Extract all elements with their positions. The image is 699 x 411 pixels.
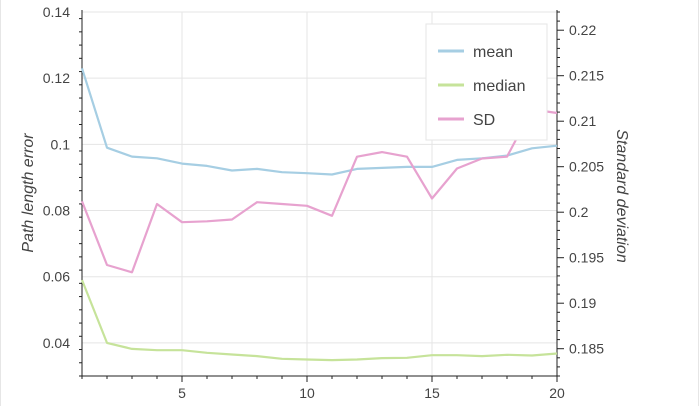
y-tick-label-left: 0.06 bbox=[43, 269, 70, 285]
series-line-median bbox=[80, 279, 558, 362]
y-tick-label-right: 0.2 bbox=[569, 204, 589, 220]
x-tick-label: 10 bbox=[299, 385, 315, 401]
y-tick-label-right: 0.195 bbox=[569, 250, 604, 266]
y-tick-label-right: 0.185 bbox=[569, 341, 604, 357]
x-tick-label: 5 bbox=[178, 385, 186, 401]
y-tick-label-left: 0.12 bbox=[43, 70, 70, 86]
y-tick-label-left: 0.08 bbox=[43, 203, 70, 219]
y-tick-label-left: 0.1 bbox=[51, 136, 71, 152]
legend-box bbox=[425, 23, 548, 141]
legend-label-median: median bbox=[473, 78, 525, 95]
series-lines bbox=[80, 67, 558, 362]
y-tick-label-left: 0.14 bbox=[43, 4, 70, 20]
y-axis-label-right: Standard deviation bbox=[613, 129, 630, 263]
x-tick-label: 15 bbox=[424, 385, 440, 401]
y-tick-label-right: 0.21 bbox=[569, 113, 596, 129]
y-tick-label-right: 0.205 bbox=[569, 159, 604, 175]
y-tick-label-right: 0.19 bbox=[569, 295, 596, 311]
y-tick-label-right: 0.215 bbox=[569, 68, 604, 84]
series-line-SD bbox=[80, 108, 558, 274]
y-axis-label-left: Path length error bbox=[20, 133, 37, 253]
x-tick-label: 20 bbox=[549, 385, 565, 401]
series-line-mean bbox=[80, 67, 558, 176]
y-tick-label-right: 0.22 bbox=[569, 22, 596, 38]
legend-label-mean: mean bbox=[473, 44, 513, 61]
legend: mean median SD bbox=[425, 23, 548, 141]
legend-label-SD: SD bbox=[473, 112, 495, 129]
y-tick-label-left: 0.04 bbox=[43, 335, 70, 351]
